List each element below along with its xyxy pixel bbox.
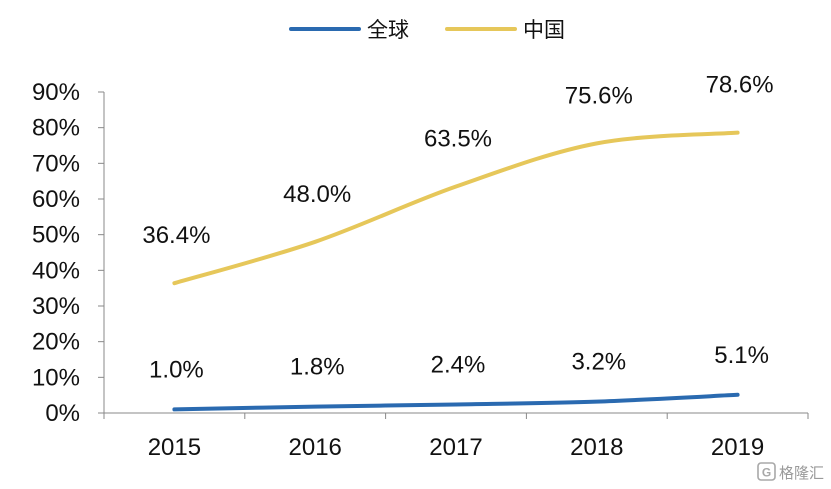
- data-label: 3.2%: [571, 349, 626, 376]
- data-label: 36.4%: [142, 222, 210, 249]
- data-label: 5.1%: [714, 342, 769, 369]
- series-line-china: [172, 130, 740, 286]
- y-tick-label: 20%: [32, 329, 80, 356]
- x-tick-label: 2016: [289, 434, 342, 461]
- y-tick-label: 40%: [32, 257, 80, 284]
- x-axis-ticks: 2015 2016 2017 2018 2019: [103, 413, 809, 461]
- series-lines: [172, 130, 740, 412]
- x-tick-label: 2019: [711, 434, 764, 461]
- y-axis-ticks: 0% 10% 20% 30% 40% 50% 60% 70% 80% 90%: [32, 79, 104, 427]
- watermark: G 格隆汇: [757, 462, 824, 482]
- y-tick-label: 80%: [32, 115, 80, 142]
- y-tick-label: 60%: [32, 186, 80, 213]
- y-tick-label: 10%: [32, 364, 80, 391]
- y-tick-label: 0%: [45, 400, 80, 427]
- legend-label: 全球: [367, 18, 409, 42]
- x-tick-label: 2015: [148, 434, 201, 461]
- data-label: 63.5%: [424, 126, 492, 153]
- legend-label: 中国: [523, 18, 565, 42]
- data-labels: 1.0% 1.8% 2.4% 3.2% 5.1% 36.4% 48.0% 63.5% 75.6%…: [142, 72, 773, 384]
- data-label: 1.0%: [149, 356, 204, 383]
- legend-item: 全球: [289, 18, 409, 42]
- chart-legend: 全球 中国: [289, 18, 565, 42]
- watermark-text: 格隆汇: [779, 464, 824, 482]
- data-label: 75.6%: [565, 82, 633, 109]
- data-label: 1.8%: [290, 354, 345, 381]
- data-label: 2.4%: [431, 351, 486, 378]
- x-tick-label: 2018: [570, 434, 623, 461]
- gelonghui-logo-mark: G: [762, 466, 771, 480]
- y-tick-label: 50%: [32, 222, 80, 249]
- x-tick-label: 2017: [429, 434, 482, 461]
- chart-axes: 0%10%20%30%40%50%60%70%80%90% 2015 2016 20…: [32, 79, 809, 461]
- legend-item: 中国: [445, 18, 565, 42]
- y-tick-label: 70%: [32, 150, 80, 177]
- series-line-global: [172, 392, 740, 412]
- data-label: 78.6%: [706, 72, 774, 99]
- y-tick-label: 30%: [32, 293, 80, 320]
- y-tick-label: 90%: [32, 79, 80, 106]
- gelonghui-logo-icon: [757, 462, 776, 481]
- data-label: 48.0%: [283, 181, 351, 208]
